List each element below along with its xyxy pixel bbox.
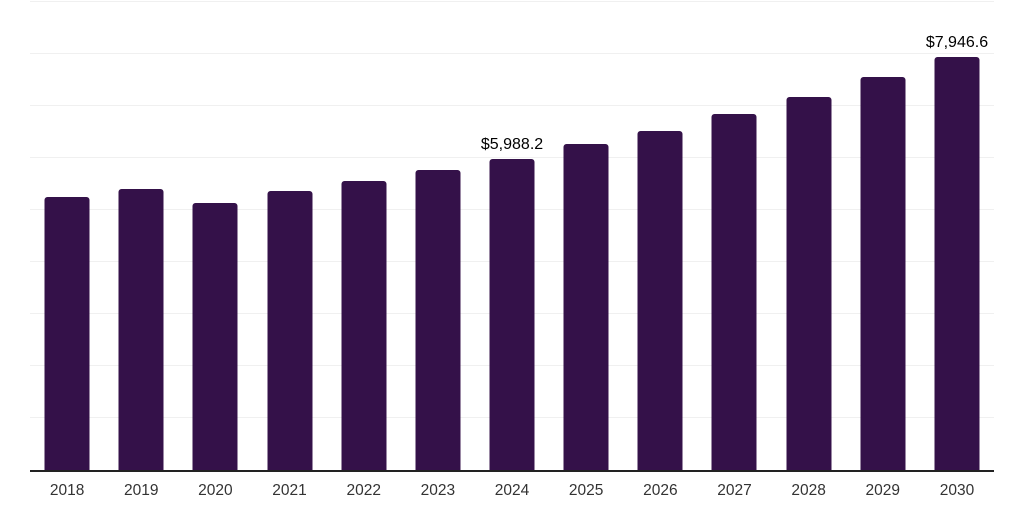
bar-slot [549,0,623,470]
bar [192,203,238,470]
x-axis-tick-label: 2021 [272,482,307,499]
gridline [30,53,994,54]
bar [934,56,980,470]
bar [415,169,461,470]
bar-value-label: $5,988.2 [480,135,544,153]
x-axis-line [30,470,994,472]
bar [786,97,832,470]
bar-slot: $5,988.2 [475,0,549,470]
bar-slot [846,0,920,470]
gridline [30,105,994,106]
x-axis-labels: 2018 2019 2020 2021 2022 2023 2024 2025 2026 2027… [30,481,994,501]
x-axis-tick-label: 2029 [865,482,901,499]
bar-slot [30,0,104,470]
bar-slot [178,0,252,470]
bar [711,114,757,470]
bar-value-label: $7,946.6 [925,33,989,51]
bar [860,77,906,470]
x-axis-tick-label: 2019 [123,482,159,499]
bar [489,158,535,470]
x-axis-tick-label: 2023 [420,482,456,499]
x-axis-tick-label: 2026 [643,482,678,499]
bar-slot [327,0,401,470]
bar [341,180,387,470]
x-axis-tick-label: 2020 [198,482,233,499]
gridline [30,1,994,2]
x-axis-tick-label: 2027 [717,482,752,499]
bar [118,189,164,470]
bar [44,197,90,470]
bar-slot [104,0,178,470]
x-axis-tick-label: 2024 [494,482,530,499]
bars-container: $5,988.2 $7,946.6 [30,0,994,470]
bar-slot [623,0,697,470]
x-axis-tick-label: 2028 [791,482,826,499]
bar-slot [401,0,475,470]
gridline [30,157,994,158]
bar-slot [772,0,846,470]
x-axis-tick-label: 2022 [346,482,381,499]
x-axis-tick-label: 2030 [939,482,975,499]
bar [563,144,609,470]
bar-slot: $7,946.6 [920,0,994,470]
bar [267,191,313,470]
bar-slot [697,0,771,470]
bar [637,130,683,470]
x-axis-tick-label: 2025 [568,482,604,499]
x-axis-tick-label: 2018 [49,482,85,499]
bar-slot [252,0,326,470]
